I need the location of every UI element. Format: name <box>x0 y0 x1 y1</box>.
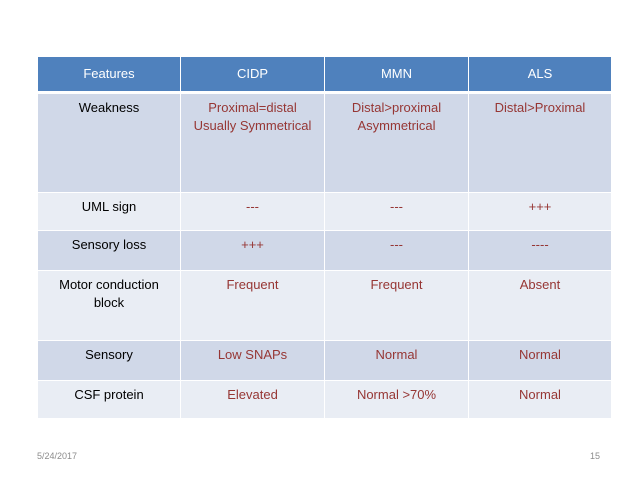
feature-cell: Weakness <box>37 92 181 193</box>
mmn-cell: Distal>proximal Asymmetrical <box>324 92 469 193</box>
cidp-cell: Low SNAPs <box>180 340 325 381</box>
table-row: Motor conduction block Frequent Frequent… <box>37 270 612 341</box>
table-row: Sensory Low SNAPs Normal Normal <box>37 340 612 381</box>
header-cidp: CIDP <box>180 56 325 94</box>
header-features: Features <box>37 56 181 94</box>
mmn-cell: --- <box>324 192 469 231</box>
table-row: Weakness Proximal=distal Usually Symmetr… <box>37 92 612 193</box>
cidp-cell: Frequent <box>180 270 325 341</box>
als-cell: Absent <box>468 270 612 341</box>
page-number: 15 <box>589 451 600 461</box>
mmn-cell: Frequent <box>324 270 469 341</box>
als-cell: ---- <box>468 230 612 271</box>
header-als: ALS <box>468 56 612 94</box>
footer-date: 5/24/2017 <box>37 451 78 461</box>
table-row: CSF protein Elevated Normal >70% Normal <box>37 380 612 419</box>
cidp-cell: Proximal=distal Usually Symmetrical <box>180 92 325 193</box>
cidp-cell: --- <box>180 192 325 231</box>
table-row: Sensory loss +++ --- ---- <box>37 230 612 271</box>
mmn-cell: Normal <box>324 340 469 381</box>
feature-cell: Sensory loss <box>37 230 181 271</box>
feature-cell: UML sign <box>37 192 181 231</box>
table-header-row: Features CIDP MMN ALS <box>37 56 612 94</box>
mmn-cell: Normal >70% <box>324 380 469 419</box>
header-mmn: MMN <box>324 56 469 94</box>
mmn-cell: --- <box>324 230 469 271</box>
comparison-table: Features CIDP MMN ALS Weakness Proximal=… <box>37 56 612 419</box>
feature-cell: CSF protein <box>37 380 181 419</box>
als-cell: Normal <box>468 340 612 381</box>
cidp-cell: Elevated <box>180 380 325 419</box>
als-cell: Distal>Proximal <box>468 92 612 193</box>
feature-cell: Sensory <box>37 340 181 381</box>
als-cell: +++ <box>468 192 612 231</box>
cidp-cell: +++ <box>180 230 325 271</box>
feature-cell: Motor conduction block <box>37 270 181 341</box>
table-row: UML sign --- --- +++ <box>37 192 612 231</box>
als-cell: Normal <box>468 380 612 419</box>
